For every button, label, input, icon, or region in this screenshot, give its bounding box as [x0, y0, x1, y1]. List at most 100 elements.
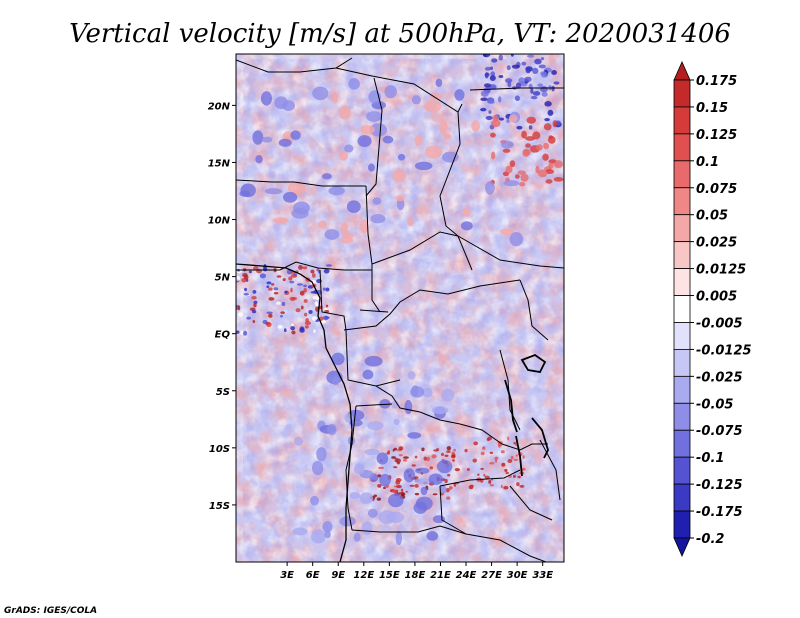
- colorbar-label: -0.0125: [696, 343, 752, 358]
- field-cell: [312, 86, 329, 101]
- field-cell: [272, 217, 289, 224]
- field-cell: [367, 163, 375, 172]
- field-cell: [501, 462, 506, 467]
- field-cell: [405, 490, 409, 493]
- field-cell: [423, 456, 427, 461]
- field-cell: [489, 75, 496, 81]
- colorbar-label: -0.1: [696, 451, 724, 466]
- field-cell: [494, 459, 498, 463]
- field-cell: [525, 136, 535, 141]
- field-cell: [517, 475, 521, 479]
- field-cell: [538, 64, 546, 69]
- field-cell: [340, 222, 348, 234]
- field-cell: [436, 448, 440, 451]
- field-cell: [314, 295, 320, 301]
- field-cell: [396, 484, 402, 489]
- field-cell: [544, 101, 552, 107]
- field-cell: [378, 466, 385, 470]
- field-cell: [312, 460, 324, 476]
- field-cell: [282, 278, 286, 282]
- field-cell: [313, 329, 316, 333]
- field-cell: [252, 319, 256, 324]
- field-cell: [505, 471, 509, 475]
- field-cell: [521, 61, 527, 66]
- x-tick-label: 18E: [405, 570, 426, 581]
- field-cell: [505, 78, 513, 83]
- field-cell: [243, 292, 250, 296]
- field-cell: [489, 484, 494, 487]
- field-cell: [291, 323, 294, 327]
- field-cell: [324, 229, 340, 240]
- field-cell: [377, 484, 382, 488]
- colorbar-segment: [673, 349, 691, 377]
- field-cell: [498, 74, 504, 78]
- field-cell: [414, 492, 420, 496]
- field-cell: [400, 488, 404, 492]
- colorbar-segment: [673, 375, 691, 404]
- field-cell: [364, 355, 383, 367]
- field-cell: [515, 82, 522, 89]
- field-cell: [471, 120, 481, 132]
- field-cell: [349, 491, 361, 500]
- field-cell: [252, 130, 264, 145]
- field-cell: [441, 388, 455, 402]
- field-cell: [293, 273, 297, 277]
- field-cell: [266, 285, 270, 289]
- field-cell: [422, 387, 433, 398]
- field-cell: [525, 143, 531, 148]
- field-cell: [304, 325, 309, 329]
- field-cell: [312, 296, 316, 300]
- field-cell: [488, 479, 492, 484]
- field-cell: [543, 123, 552, 131]
- field-cell: [394, 457, 399, 463]
- field-cell: [518, 77, 526, 84]
- field-cell: [501, 140, 514, 149]
- field-cell: [331, 91, 339, 104]
- colorbar-segment: [673, 79, 691, 108]
- colorbar-segment: [673, 160, 691, 189]
- field-cell: [510, 54, 514, 57]
- colorbar-segment: [673, 510, 691, 539]
- field-cell: [353, 532, 361, 542]
- field-cell: [237, 312, 244, 317]
- field-cell: [441, 151, 459, 163]
- colorbar-label: 0.15: [696, 101, 728, 116]
- field-cell: [438, 120, 448, 134]
- field-cell: [491, 119, 501, 128]
- field-cell: [526, 116, 537, 124]
- field-cell: [370, 214, 386, 224]
- field-cell: [503, 485, 509, 490]
- colorbar-label: 0.0125: [696, 263, 746, 278]
- x-tick-label: 9E: [331, 570, 345, 581]
- field-cell: [369, 123, 388, 137]
- field-cell: [346, 200, 361, 213]
- field-cell: [281, 301, 286, 307]
- field-cell: [524, 76, 532, 82]
- x-tick-label: 15E: [379, 570, 400, 581]
- field-cell: [290, 326, 295, 331]
- field-cell: [362, 369, 374, 380]
- x-tick-label: 24E: [456, 570, 477, 581]
- field-cell: [407, 432, 422, 439]
- field-cell: [243, 330, 248, 336]
- field-cell: [544, 117, 550, 122]
- field-cell: [454, 89, 465, 101]
- field-cell: [483, 473, 486, 477]
- field-cell: [506, 119, 510, 124]
- field-cell: [429, 466, 434, 470]
- colorbar-label: 0.05: [696, 209, 728, 224]
- plot-frame: [235, 53, 565, 563]
- field-cell: [244, 287, 248, 292]
- field-cell: [426, 531, 439, 541]
- field-cell: [446, 450, 451, 454]
- field-cell: [308, 310, 313, 314]
- field-cell: [453, 482, 457, 487]
- field-cell: [545, 179, 553, 184]
- field-cell: [261, 136, 273, 143]
- field-cell: [323, 268, 330, 274]
- field-cell: [397, 153, 406, 161]
- field-cell: [289, 296, 296, 301]
- credit-text: GrADS: IGES/COLA: [4, 606, 97, 616]
- field-cell: [532, 131, 541, 140]
- field-cell: [311, 273, 316, 278]
